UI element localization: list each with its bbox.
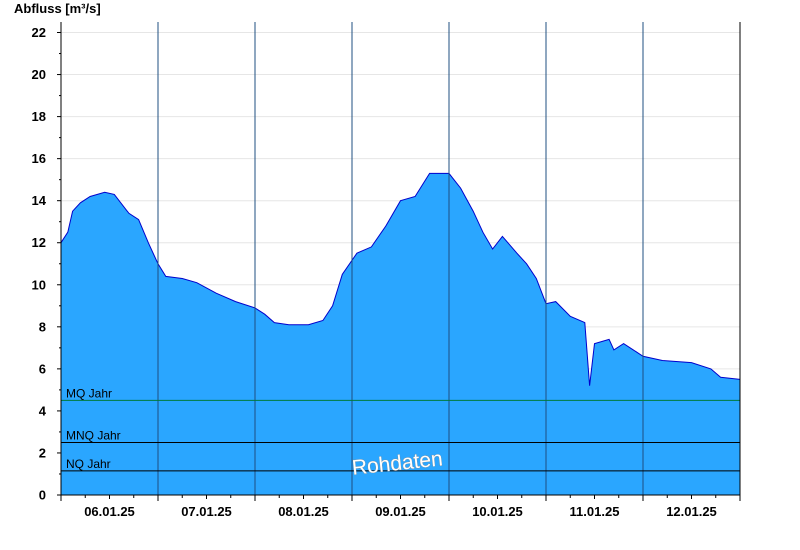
y-tick-label: 16 (32, 151, 46, 166)
y-tick-label: 2 (39, 445, 46, 460)
y-tick-label: 14 (32, 193, 47, 208)
y-tick-label: 20 (32, 67, 46, 82)
x-tick-label: 11.01.25 (570, 504, 620, 519)
x-tick-label: 07.01.25 (181, 504, 232, 519)
y-tick-label: 0 (39, 488, 46, 503)
reference-label: MQ Jahr (66, 386, 112, 400)
y-tick-label: 8 (39, 319, 46, 334)
reference-lines: MQ Jahr MNQ Jahr NQ Jahr (61, 386, 740, 472)
x-tick-label: 09.01.25 (375, 504, 426, 519)
y-tick-label: 18 (32, 109, 46, 124)
reference-label: NQ Jahr (66, 457, 111, 471)
y-tick-label: 10 (32, 277, 46, 292)
y-tick-label: 4 (39, 403, 47, 418)
x-ticks: 06.01.25 07.01.25 08.01.25 09.01.25 10.01.25… (60, 495, 741, 519)
reference-label: MNQ Jahr (66, 428, 121, 442)
y-tick-label: 12 (32, 235, 46, 250)
discharge-area-fill (61, 173, 740, 495)
discharge-line (60, 172, 741, 386)
y-axis-label: Abfluss [m³/s] (14, 1, 101, 16)
x-tick-label: 10.01.25 (472, 504, 523, 519)
discharge-area (60, 172, 741, 495)
y-tick-label: 6 (39, 361, 46, 376)
x-tick-label: 12.01.25 (666, 504, 717, 519)
x-tick-label: 08.01.25 (278, 504, 329, 519)
y-tick-label: 22 (32, 25, 46, 40)
y-ticks: 0 2 4 6 8 10 12 14 16 18 20 22 (32, 25, 61, 503)
x-tick-label: 06.01.25 (84, 504, 135, 519)
day-separator-lines (157, 22, 644, 495)
